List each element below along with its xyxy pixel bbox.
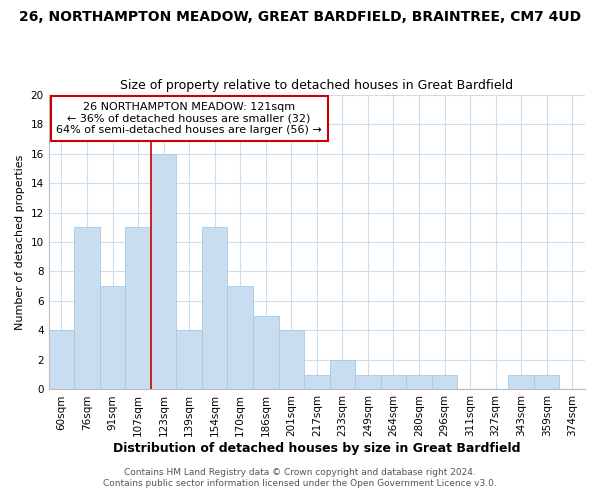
- Bar: [74, 228, 100, 390]
- Title: Size of property relative to detached houses in Great Bardfield: Size of property relative to detached ho…: [120, 79, 514, 92]
- X-axis label: Distribution of detached houses by size in Great Bardfield: Distribution of detached houses by size …: [113, 442, 521, 455]
- Bar: [508, 374, 534, 390]
- Text: Contains HM Land Registry data © Crown copyright and database right 2024.
Contai: Contains HM Land Registry data © Crown c…: [103, 468, 497, 487]
- Bar: [380, 374, 406, 390]
- Bar: [432, 374, 457, 390]
- Bar: [227, 286, 253, 390]
- Bar: [329, 360, 355, 390]
- Bar: [304, 374, 329, 390]
- Bar: [202, 228, 227, 390]
- Bar: [49, 330, 74, 390]
- Bar: [534, 374, 559, 390]
- Bar: [355, 374, 380, 390]
- Bar: [125, 228, 151, 390]
- Bar: [100, 286, 125, 390]
- Bar: [151, 154, 176, 390]
- Text: 26, NORTHAMPTON MEADOW, GREAT BARDFIELD, BRAINTREE, CM7 4UD: 26, NORTHAMPTON MEADOW, GREAT BARDFIELD,…: [19, 10, 581, 24]
- Y-axis label: Number of detached properties: Number of detached properties: [15, 154, 25, 330]
- Bar: [278, 330, 304, 390]
- Bar: [406, 374, 432, 390]
- Bar: [176, 330, 202, 390]
- Bar: [253, 316, 278, 390]
- Text: 26 NORTHAMPTON MEADOW: 121sqm
← 36% of detached houses are smaller (32)
64% of s: 26 NORTHAMPTON MEADOW: 121sqm ← 36% of d…: [56, 102, 322, 135]
